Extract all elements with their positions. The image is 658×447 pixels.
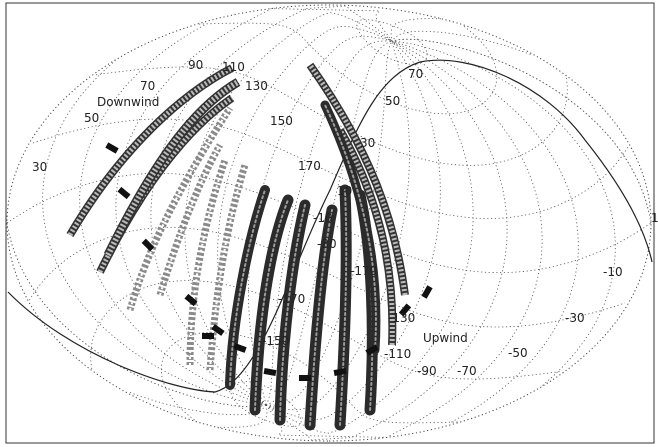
scan-band-texture <box>159 144 221 296</box>
scan-band-texture <box>105 79 240 257</box>
grid-meridian <box>42 60 267 406</box>
grid-parallel <box>165 387 195 421</box>
marker <box>117 186 131 200</box>
plot-frame <box>5 2 655 444</box>
scan-band-texture <box>97 95 234 274</box>
scan-band-texture <box>229 189 266 386</box>
grid-parallel <box>6 172 652 274</box>
scan-band <box>336 128 397 346</box>
marker <box>105 142 119 154</box>
ecliptic-tick-label: -10 <box>313 211 333 225</box>
direction-label-downwind: Downwind <box>97 95 159 109</box>
grid-meridian <box>391 38 652 224</box>
grid-parallel <box>622 145 629 155</box>
grid-meridian <box>79 23 267 406</box>
longitude-tick-label: 1 <box>651 211 658 225</box>
longitude-tick-label: -30 <box>565 311 585 325</box>
marker <box>398 303 412 317</box>
scan-band <box>126 106 233 311</box>
grid-parallel <box>90 347 93 370</box>
longitude-tick-label: -10 <box>603 265 623 279</box>
longitude-tick-label: 170 <box>298 159 321 173</box>
grid-parallel <box>95 66 568 166</box>
longitude-tick-label: -150 <box>262 334 289 348</box>
longitude-tick-label: 90 <box>188 58 203 72</box>
marker <box>184 293 198 307</box>
tick-labels: 90 110 70 130 50 150 30 170 -10 -30 -50 … <box>32 58 658 378</box>
scan-band-texture <box>339 189 348 426</box>
grid-meridian <box>391 40 579 423</box>
longitude-tick-label: 70 <box>140 79 155 93</box>
grid-parallel <box>565 76 568 99</box>
ecliptic-tick-label: -30 <box>317 237 337 251</box>
marker <box>233 343 247 353</box>
grid-meridian <box>391 38 650 213</box>
scan-band-texture <box>209 164 246 371</box>
grid-meridian <box>265 40 441 421</box>
scan-bands <box>66 62 409 431</box>
grid-parallel <box>90 280 563 380</box>
scan-band-texture <box>67 65 234 237</box>
grid-meridian <box>391 40 616 386</box>
marker <box>211 324 225 336</box>
longitude-tick-label: -50 <box>508 346 528 360</box>
scan-band-texture <box>324 104 377 351</box>
marker <box>333 368 347 376</box>
marker <box>263 368 277 376</box>
grid-boundary <box>6 4 652 442</box>
longitude-tick-label: 110 <box>222 60 245 74</box>
scan-band-texture <box>279 204 306 421</box>
longitude-tick-label: -130 <box>388 311 415 325</box>
ecliptic-tick-label: 30 <box>360 136 375 150</box>
ecliptic-tick-label: 10 <box>337 184 352 198</box>
marker <box>421 285 433 299</box>
longitude-tick-label: 30 <box>32 160 47 174</box>
grid-meridian <box>390 18 441 42</box>
grid-parallel <box>198 22 498 115</box>
longitude-tick-label: -90 <box>417 364 437 378</box>
longitude-tick-label: 150 <box>270 114 293 128</box>
scan-band <box>96 94 235 274</box>
scan-band-texture <box>129 107 231 311</box>
grid-parallel <box>160 331 460 424</box>
marker <box>141 238 155 252</box>
grid-parallel <box>32 118 624 219</box>
grid-parallel <box>29 291 36 301</box>
grid-meridian <box>217 404 268 428</box>
scan-band-texture <box>307 63 408 296</box>
direction-label-upwind: Upwind <box>423 331 468 345</box>
grid-parallel <box>463 25 493 59</box>
scan-band <box>186 158 229 366</box>
longitude-tick-label: -170 <box>278 292 305 306</box>
scan-band-texture <box>254 199 289 411</box>
scan-band <box>274 199 311 426</box>
scan-band-texture <box>309 209 333 426</box>
grid-meridian <box>127 391 267 416</box>
longitude-tick-label: -110 <box>384 347 411 361</box>
longitude-tick-label: -70 <box>457 364 477 378</box>
grid-parallel <box>356 19 428 65</box>
longitude-tick-label: 130 <box>245 79 268 93</box>
marker <box>202 333 214 339</box>
grid-meridian <box>391 30 531 55</box>
scan-band-texture <box>189 159 226 366</box>
ecliptic-tick-label: 50 <box>385 94 400 108</box>
ecliptic-tick-label: -170 <box>350 264 377 278</box>
grid-meridian <box>265 40 393 406</box>
marker <box>365 344 379 356</box>
marker <box>299 375 311 381</box>
black-markers <box>105 142 433 381</box>
ecliptic-tick-label: 70 <box>408 67 423 81</box>
longitude-tick-label: 50 <box>84 111 99 125</box>
